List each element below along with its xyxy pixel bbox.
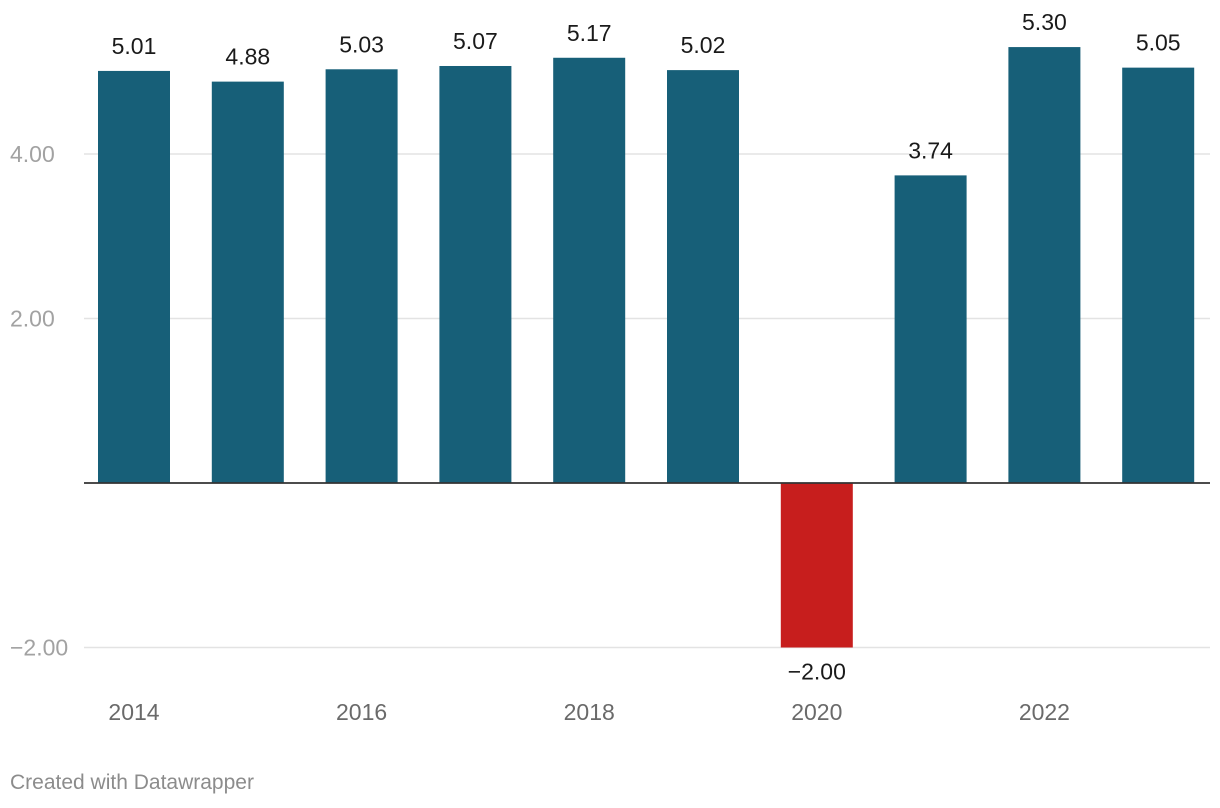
value-label-2017: 5.07 bbox=[453, 28, 498, 54]
credit-text: Created with Datawrapper bbox=[10, 771, 254, 794]
value-label-2016: 5.03 bbox=[339, 31, 384, 57]
y-tick-label: −2.00 bbox=[10, 635, 68, 661]
bar-2016 bbox=[325, 69, 398, 483]
bar-2022 bbox=[1008, 47, 1081, 483]
bar-2018 bbox=[553, 57, 626, 484]
x-tick-label: 2016 bbox=[336, 699, 387, 725]
bar-2020 bbox=[780, 483, 853, 648]
bar-2014 bbox=[98, 70, 170, 484]
y-tick-label: 4.00 bbox=[10, 141, 55, 167]
bar-2021 bbox=[894, 175, 967, 483]
bar-2015 bbox=[211, 81, 284, 484]
value-label-2023: 5.05 bbox=[1136, 30, 1181, 56]
bar-2019 bbox=[667, 70, 739, 483]
value-label-2022: 5.30 bbox=[1022, 9, 1067, 35]
value-label-2015: 4.88 bbox=[225, 44, 270, 70]
x-tick-label: 2018 bbox=[564, 699, 615, 725]
x-axis-ticks: 2014 2016 2018 2020 2022 bbox=[108, 699, 1070, 725]
y-axis-ticks: 4.00 2.00 −2.00 bbox=[10, 141, 68, 661]
y-tick-label: 2.00 bbox=[10, 306, 55, 332]
x-tick-label: 2022 bbox=[1019, 699, 1070, 725]
value-label-2014: 5.01 bbox=[112, 33, 157, 59]
bar-2023 bbox=[1122, 67, 1195, 483]
value-label-2020: −2.00 bbox=[788, 659, 846, 685]
value-label-2021: 3.74 bbox=[908, 137, 953, 163]
bar-2017 bbox=[439, 65, 512, 484]
bars bbox=[98, 47, 1195, 648]
value-label-2018: 5.17 bbox=[567, 20, 612, 46]
x-tick-label: 2014 bbox=[108, 699, 159, 725]
x-tick-label: 2020 bbox=[791, 699, 842, 725]
data-labels: 5.01 4.88 5.03 5.07 5.17 5.02 −2.00 3.74 5.30 5.0… bbox=[112, 9, 1181, 684]
value-label-2019: 5.02 bbox=[681, 32, 726, 58]
